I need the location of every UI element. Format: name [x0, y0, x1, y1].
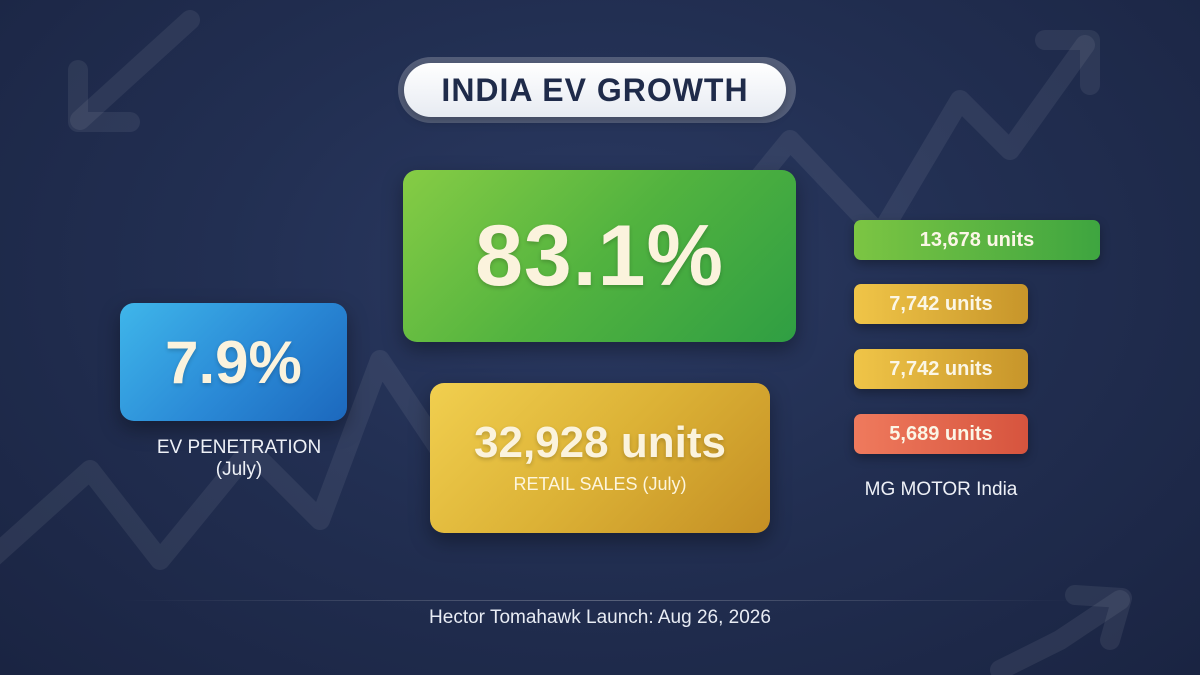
retail-sales-card: 32,928 units RETAIL SALES (July): [430, 383, 770, 533]
growth-card: 83.1%: [403, 170, 796, 342]
growth-value: 83.1%: [475, 207, 724, 304]
ev-penetration-card: 7.9%: [120, 303, 347, 421]
brand-label: MG MOTOR India: [864, 479, 1018, 500]
footer-text: Hector Tomahawk Launch: Aug 26, 2026: [429, 607, 771, 628]
brand-bar: 5,689 units: [854, 414, 1028, 454]
trend-down-arrow-icon: [70, 10, 200, 130]
ev-penetration-value: 7.9%: [165, 328, 302, 396]
ev-penetration-label: EV PENETRATION (July): [156, 437, 322, 480]
page-title: INDIA EV GROWTH: [404, 63, 786, 117]
title-banner: INDIA EV GROWTH: [398, 57, 796, 123]
trend-up-arrow-icon: [690, 35, 1095, 260]
footer-divider: [120, 600, 1080, 601]
retail-sales-label: RETAIL SALES (July): [513, 473, 687, 494]
brand-bar: 7,742 units: [854, 349, 1028, 389]
brand-bar: 13,678 units: [854, 220, 1100, 260]
trend-up-arrow-icon: [990, 590, 1130, 675]
brand-bar: 7,742 units: [854, 284, 1028, 324]
retail-sales-value: 32,928 units: [474, 417, 726, 467]
